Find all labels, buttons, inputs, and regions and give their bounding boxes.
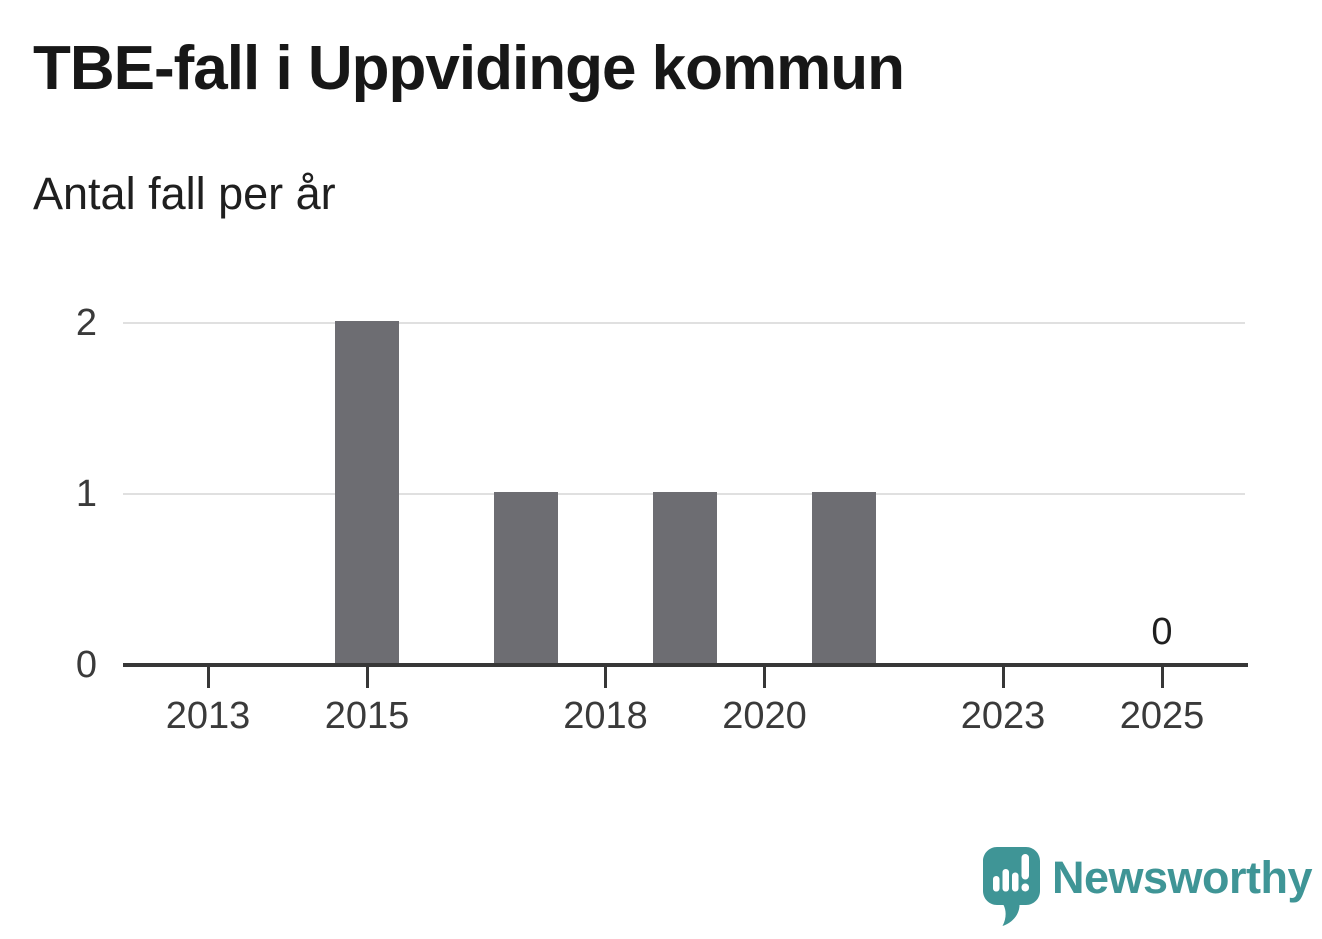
newsworthy-logo-icon bbox=[983, 847, 1040, 926]
chart-subtitle: Antal fall per år bbox=[33, 168, 336, 219]
annotation-latest-value: 0 bbox=[1151, 611, 1173, 653]
x-axis-tick-label: 2020 bbox=[722, 695, 807, 737]
gridline-y-2 bbox=[123, 322, 1245, 324]
x-axis-tick-2025 bbox=[1160, 667, 1164, 688]
x-axis-line bbox=[123, 663, 1248, 667]
x-axis-tick-label: 2023 bbox=[960, 695, 1046, 737]
x-axis-tick-label: 2018 bbox=[563, 695, 648, 737]
brand-footer: Newsworthy bbox=[981, 845, 1313, 927]
x-axis-tick-2018 bbox=[604, 667, 607, 688]
y-axis-tick-label: 0 bbox=[75, 644, 97, 686]
bar-2015 bbox=[335, 321, 399, 663]
bar-2019 bbox=[653, 492, 717, 663]
y-axis-tick-label: 1 bbox=[75, 473, 97, 515]
brand-name: Newsworthy bbox=[1052, 852, 1313, 903]
x-axis-tick-2020 bbox=[763, 667, 766, 688]
x-axis-tick-2023 bbox=[1001, 667, 1005, 688]
x-axis-tick-2013 bbox=[206, 667, 210, 688]
bar-2017 bbox=[494, 492, 558, 663]
x-axis-tick-2015 bbox=[365, 667, 369, 688]
x-axis-tick-label: 2015 bbox=[324, 695, 410, 737]
y-axis-tick-label: 2 bbox=[75, 302, 97, 344]
bar-2021 bbox=[812, 492, 876, 663]
chart-title: TBE-fall i Uppvidinge kommun bbox=[33, 34, 905, 103]
x-axis-tick-label: 2013 bbox=[165, 695, 251, 737]
x-axis-tick-label: 2025 bbox=[1119, 695, 1205, 737]
